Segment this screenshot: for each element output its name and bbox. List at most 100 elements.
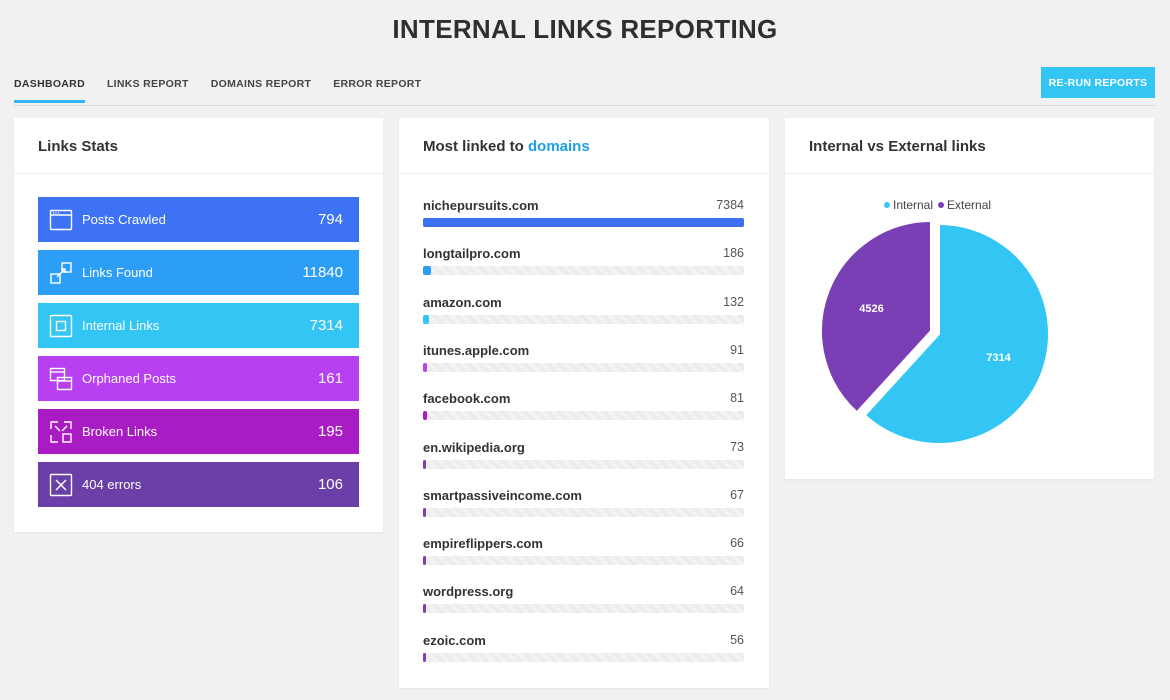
domain-count: 73 — [730, 439, 744, 454]
stat-orphaned-posts[interactable]: Orphaned Posts 161 — [38, 356, 359, 401]
stat-404-errors[interactable]: 404 errors 106 — [38, 462, 359, 507]
pie-legend: Internal External — [884, 198, 991, 212]
legend-dot-internal — [884, 201, 890, 208]
domain-bar-track — [423, 652, 744, 662]
domain-count: 64 — [730, 584, 744, 599]
domain-bar — [423, 459, 427, 469]
stat-links-found[interactable]: Links Found 11840 — [38, 250, 359, 295]
domain-name: wordpress.org — [423, 584, 514, 600]
domain-name: nichepursuits.com — [423, 198, 539, 213]
pie-label-external: 4526 — [859, 303, 883, 315]
pie-slice-internal[interactable] — [863, 222, 1050, 445]
domain-count: 132 — [723, 294, 744, 309]
domain-count: 186 — [723, 246, 744, 261]
stat-value: 794 — [317, 211, 343, 228]
domain-bar — [423, 652, 426, 662]
domain-name: itunes.apple.com — [423, 342, 530, 358]
domain-bar-track — [423, 507, 744, 517]
legend-dot-external — [938, 201, 945, 208]
most-linked-domains-card: Most linked to domains nichepursuits.com… — [399, 118, 769, 688]
domain-count: 91 — [730, 342, 744, 357]
tab-error-report[interactable]: ERROR REPORT — [333, 78, 422, 90]
pie-chart: 7314 4526 — [820, 219, 1050, 445]
tab-dashboard[interactable]: DASHBOARD — [14, 76, 85, 103]
domain-row[interactable]: facebook.com 81 — [423, 391, 744, 431]
stat-internal-links[interactable]: Internal Links 7314 — [38, 303, 359, 348]
domain-name: smartpassiveincome.com — [423, 487, 582, 503]
domain-row[interactable]: wordpress.org 64 — [423, 584, 744, 624]
domain-name: ezoic.com — [423, 632, 486, 648]
domain-row[interactable]: empireflippers.com 66 — [423, 536, 744, 576]
domain-row[interactable]: smartpassiveincome.com 67 — [423, 488, 744, 528]
domains-card-title: Most linked to domains — [399, 118, 769, 174]
pie-label-internal: 7314 — [986, 352, 1011, 364]
pie-card-title: Internal vs External links — [785, 118, 1154, 174]
domain-bar — [423, 266, 432, 276]
domains-title-accent: domains — [528, 138, 590, 155]
domain-row[interactable]: itunes.apple.com 91 — [423, 343, 744, 383]
domain-bar-track — [423, 556, 744, 566]
legend-label: Internal — [893, 198, 934, 212]
domain-bar — [423, 314, 429, 324]
domain-row[interactable]: ezoic.com 56 — [423, 633, 744, 673]
link-arrows-icon — [49, 261, 73, 285]
domain-row[interactable]: en.wikipedia.org 73 — [423, 440, 744, 480]
domain-name: longtailpro.com — [423, 246, 521, 262]
domain-row[interactable]: amazon.com 132 — [423, 295, 744, 335]
domain-bar-track — [423, 459, 744, 469]
domain-name: facebook.com — [423, 391, 511, 407]
stat-broken-links[interactable]: Broken Links 195 — [38, 409, 359, 454]
domain-row[interactable]: longtailpro.com 186 — [423, 246, 744, 286]
links-stats-title: Links Stats — [14, 118, 383, 174]
stat-label: Orphaned Posts — [82, 371, 176, 386]
legend-item-internal[interactable]: Internal — [884, 198, 933, 212]
domain-count: 81 — [730, 391, 744, 406]
nav-tabs: DASHBOARD LINKS REPORT DOMAINS REPORT ER… — [14, 76, 443, 103]
domains-title-prefix: Most linked to — [423, 138, 528, 155]
domain-bar — [423, 556, 426, 566]
domain-bar-track — [423, 266, 744, 276]
broken-link-icon — [49, 420, 73, 444]
domain-bar — [423, 604, 426, 614]
rerun-reports-button[interactable]: RE-RUN REPORTS — [1041, 67, 1155, 98]
domain-name: amazon.com — [423, 294, 502, 310]
domain-count: 67 — [730, 487, 744, 502]
internal-vs-external-card: Internal vs External links Internal Exte… — [785, 118, 1154, 479]
page-title: INTERNAL LINKS REPORTING — [392, 14, 778, 44]
domain-bar-track — [423, 362, 744, 372]
stacked-windows-icon — [49, 367, 73, 391]
stat-value: 106 — [317, 476, 343, 493]
stat-label: Posts Crawled — [82, 212, 166, 227]
stat-label: Links Found — [82, 265, 153, 280]
browser-window-icon — [49, 208, 73, 232]
pie-slice-external[interactable] — [820, 219, 932, 414]
domain-count: 56 — [730, 632, 744, 647]
stat-posts-crawled[interactable]: Posts Crawled 794 — [38, 197, 359, 242]
tab-domains-report[interactable]: DOMAINS REPORT — [210, 78, 312, 90]
tabs-divider — [14, 105, 1155, 106]
domain-count: 7384 — [716, 198, 744, 212]
tab-links-report[interactable]: LINKS REPORT — [106, 78, 189, 90]
domain-row[interactable]: nichepursuits.com 7384 — [423, 198, 744, 238]
stat-value: 195 — [317, 423, 343, 440]
legend-item-external[interactable]: External — [938, 198, 991, 212]
domain-name: en.wikipedia.org — [423, 439, 525, 455]
stat-label: Broken Links — [82, 424, 158, 439]
domain-bar-track — [423, 411, 744, 421]
domain-bar-track — [423, 314, 744, 324]
domain-bar — [423, 507, 426, 517]
stat-value: 11840 — [302, 264, 343, 281]
legend-label: External — [947, 198, 992, 212]
domain-count: 66 — [730, 536, 744, 551]
stat-label: 404 errors — [82, 477, 142, 492]
links-stats-card: Links Stats Posts Crawled 794 Links Foun… — [14, 118, 383, 532]
stat-value: 161 — [317, 370, 343, 387]
domain-bar — [423, 362, 427, 372]
domain-name: empireflippers.com — [423, 536, 543, 552]
domain-bar-track — [423, 604, 744, 614]
x-box-icon — [49, 473, 73, 497]
stat-label: Internal Links — [82, 318, 160, 333]
stat-value: 7314 — [309, 317, 343, 334]
domain-bar — [423, 411, 427, 421]
domain-bar-track — [423, 218, 744, 227]
